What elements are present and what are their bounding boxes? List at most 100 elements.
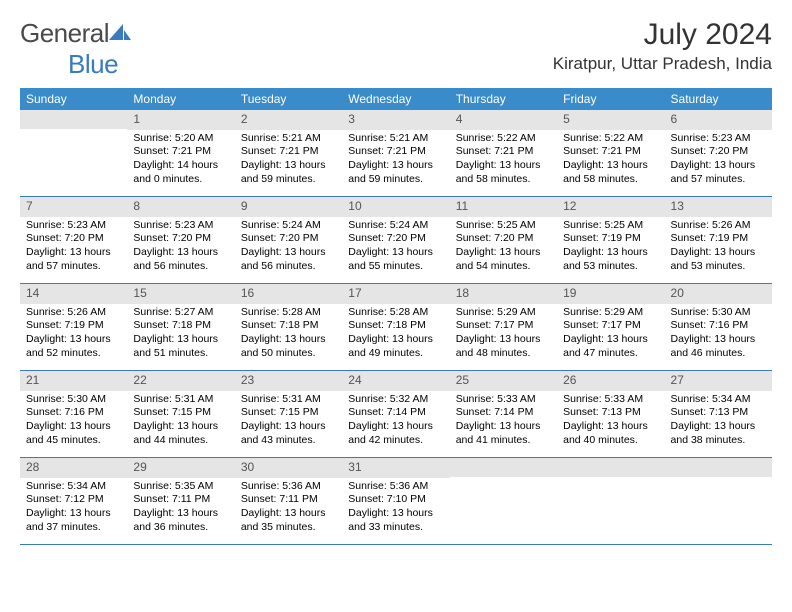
daylight-text: Daylight: 13 hours and 45 minutes. bbox=[26, 420, 121, 447]
week-row: 14Sunrise: 5:26 AMSunset: 7:19 PMDayligh… bbox=[20, 284, 772, 371]
sunrise-text: Sunrise: 5:28 AM bbox=[241, 306, 336, 320]
day-number: 13 bbox=[665, 197, 772, 217]
day-info: Sunrise: 5:21 AMSunset: 7:21 PMDaylight:… bbox=[342, 130, 449, 195]
day-cell: 13Sunrise: 5:26 AMSunset: 7:19 PMDayligh… bbox=[665, 197, 772, 283]
sunset-text: Sunset: 7:15 PM bbox=[133, 406, 228, 420]
day-cell: 27Sunrise: 5:34 AMSunset: 7:13 PMDayligh… bbox=[665, 371, 772, 457]
day-cell: 7Sunrise: 5:23 AMSunset: 7:20 PMDaylight… bbox=[20, 197, 127, 283]
day-info: Sunrise: 5:26 AMSunset: 7:19 PMDaylight:… bbox=[665, 217, 772, 282]
day-cell: 6Sunrise: 5:23 AMSunset: 7:20 PMDaylight… bbox=[665, 110, 772, 196]
sunset-text: Sunset: 7:12 PM bbox=[26, 493, 121, 507]
day-number: 21 bbox=[20, 371, 127, 391]
day-number: 12 bbox=[557, 197, 664, 217]
day-cell: 31Sunrise: 5:36 AMSunset: 7:10 PMDayligh… bbox=[342, 458, 449, 544]
sunrise-text: Sunrise: 5:21 AM bbox=[348, 132, 443, 146]
sunset-text: Sunset: 7:20 PM bbox=[133, 232, 228, 246]
day-cell: 1Sunrise: 5:20 AMSunset: 7:21 PMDaylight… bbox=[127, 110, 234, 196]
sunset-text: Sunset: 7:16 PM bbox=[671, 319, 766, 333]
day-info: Sunrise: 5:34 AMSunset: 7:13 PMDaylight:… bbox=[665, 391, 772, 456]
day-number: 31 bbox=[342, 458, 449, 478]
sunset-text: Sunset: 7:20 PM bbox=[26, 232, 121, 246]
day-cell: 8Sunrise: 5:23 AMSunset: 7:20 PMDaylight… bbox=[127, 197, 234, 283]
sunrise-text: Sunrise: 5:25 AM bbox=[456, 219, 551, 233]
day-info: Sunrise: 5:28 AMSunset: 7:18 PMDaylight:… bbox=[342, 304, 449, 369]
day-number: 22 bbox=[127, 371, 234, 391]
sunset-text: Sunset: 7:18 PM bbox=[133, 319, 228, 333]
day-info: Sunrise: 5:28 AMSunset: 7:18 PMDaylight:… bbox=[235, 304, 342, 369]
day-info: Sunrise: 5:32 AMSunset: 7:14 PMDaylight:… bbox=[342, 391, 449, 456]
day-cell: 4Sunrise: 5:22 AMSunset: 7:21 PMDaylight… bbox=[450, 110, 557, 196]
daylight-text: Daylight: 13 hours and 42 minutes. bbox=[348, 420, 443, 447]
sunset-text: Sunset: 7:21 PM bbox=[456, 145, 551, 159]
day-number: 14 bbox=[20, 284, 127, 304]
day-info: Sunrise: 5:27 AMSunset: 7:18 PMDaylight:… bbox=[127, 304, 234, 369]
day-cell: 19Sunrise: 5:29 AMSunset: 7:17 PMDayligh… bbox=[557, 284, 664, 370]
sunset-text: Sunset: 7:21 PM bbox=[241, 145, 336, 159]
week-row: 1Sunrise: 5:20 AMSunset: 7:21 PMDaylight… bbox=[20, 110, 772, 197]
logo-part2: Blue bbox=[68, 49, 118, 79]
daylight-text: Daylight: 13 hours and 36 minutes. bbox=[133, 507, 228, 534]
day-cell: 9Sunrise: 5:24 AMSunset: 7:20 PMDaylight… bbox=[235, 197, 342, 283]
day-number: 9 bbox=[235, 197, 342, 217]
sunrise-text: Sunrise: 5:36 AM bbox=[348, 480, 443, 494]
day-cell: 5Sunrise: 5:22 AMSunset: 7:21 PMDaylight… bbox=[557, 110, 664, 196]
sunset-text: Sunset: 7:14 PM bbox=[348, 406, 443, 420]
sunrise-text: Sunrise: 5:20 AM bbox=[133, 132, 228, 146]
day-number: 19 bbox=[557, 284, 664, 304]
day-info: Sunrise: 5:25 AMSunset: 7:20 PMDaylight:… bbox=[450, 217, 557, 282]
sunrise-text: Sunrise: 5:27 AM bbox=[133, 306, 228, 320]
day-cell bbox=[20, 110, 127, 196]
day-number: 4 bbox=[450, 110, 557, 130]
weekday-header: Thursday bbox=[450, 88, 557, 110]
sunrise-text: Sunrise: 5:32 AM bbox=[348, 393, 443, 407]
day-number: 17 bbox=[342, 284, 449, 304]
daylight-text: Daylight: 13 hours and 59 minutes. bbox=[348, 159, 443, 186]
day-info: Sunrise: 5:35 AMSunset: 7:11 PMDaylight:… bbox=[127, 478, 234, 543]
day-number: 29 bbox=[127, 458, 234, 478]
weekday-header: Saturday bbox=[665, 88, 772, 110]
sunrise-text: Sunrise: 5:36 AM bbox=[241, 480, 336, 494]
day-number: 1 bbox=[127, 110, 234, 130]
sunrise-text: Sunrise: 5:23 AM bbox=[671, 132, 766, 146]
day-number: 2 bbox=[235, 110, 342, 130]
day-cell: 15Sunrise: 5:27 AMSunset: 7:18 PMDayligh… bbox=[127, 284, 234, 370]
sunset-text: Sunset: 7:18 PM bbox=[348, 319, 443, 333]
day-cell: 10Sunrise: 5:24 AMSunset: 7:20 PMDayligh… bbox=[342, 197, 449, 283]
day-cell: 30Sunrise: 5:36 AMSunset: 7:11 PMDayligh… bbox=[235, 458, 342, 544]
daylight-text: Daylight: 13 hours and 58 minutes. bbox=[563, 159, 658, 186]
daylight-text: Daylight: 13 hours and 53 minutes. bbox=[563, 246, 658, 273]
daylight-text: Daylight: 13 hours and 54 minutes. bbox=[456, 246, 551, 273]
sunset-text: Sunset: 7:20 PM bbox=[671, 145, 766, 159]
day-info: Sunrise: 5:24 AMSunset: 7:20 PMDaylight:… bbox=[235, 217, 342, 282]
day-cell: 18Sunrise: 5:29 AMSunset: 7:17 PMDayligh… bbox=[450, 284, 557, 370]
daylight-text: Daylight: 13 hours and 51 minutes. bbox=[133, 333, 228, 360]
day-number: 8 bbox=[127, 197, 234, 217]
sunrise-text: Sunrise: 5:34 AM bbox=[671, 393, 766, 407]
daylight-text: Daylight: 13 hours and 38 minutes. bbox=[671, 420, 766, 447]
day-info: Sunrise: 5:34 AMSunset: 7:12 PMDaylight:… bbox=[20, 478, 127, 543]
daylight-text: Daylight: 13 hours and 58 minutes. bbox=[456, 159, 551, 186]
sunrise-text: Sunrise: 5:24 AM bbox=[348, 219, 443, 233]
day-number-empty bbox=[557, 458, 664, 477]
day-info: Sunrise: 5:23 AMSunset: 7:20 PMDaylight:… bbox=[20, 217, 127, 282]
day-cell bbox=[665, 458, 772, 544]
sunset-text: Sunset: 7:18 PM bbox=[241, 319, 336, 333]
day-info: Sunrise: 5:33 AMSunset: 7:14 PMDaylight:… bbox=[450, 391, 557, 456]
daylight-text: Daylight: 13 hours and 49 minutes. bbox=[348, 333, 443, 360]
sunset-text: Sunset: 7:11 PM bbox=[133, 493, 228, 507]
sunset-text: Sunset: 7:15 PM bbox=[241, 406, 336, 420]
header: GeneralBlue July 2024 Kiratpur, Uttar Pr… bbox=[20, 18, 772, 80]
daylight-text: Daylight: 13 hours and 48 minutes. bbox=[456, 333, 551, 360]
day-number: 10 bbox=[342, 197, 449, 217]
sunset-text: Sunset: 7:17 PM bbox=[563, 319, 658, 333]
day-cell: 24Sunrise: 5:32 AMSunset: 7:14 PMDayligh… bbox=[342, 371, 449, 457]
weekday-header: Monday bbox=[127, 88, 234, 110]
sunset-text: Sunset: 7:20 PM bbox=[456, 232, 551, 246]
weeks-container: 1Sunrise: 5:20 AMSunset: 7:21 PMDaylight… bbox=[20, 110, 772, 545]
day-cell: 17Sunrise: 5:28 AMSunset: 7:18 PMDayligh… bbox=[342, 284, 449, 370]
day-cell: 11Sunrise: 5:25 AMSunset: 7:20 PMDayligh… bbox=[450, 197, 557, 283]
day-number: 11 bbox=[450, 197, 557, 217]
sunrise-text: Sunrise: 5:26 AM bbox=[671, 219, 766, 233]
day-number: 24 bbox=[342, 371, 449, 391]
day-cell: 23Sunrise: 5:31 AMSunset: 7:15 PMDayligh… bbox=[235, 371, 342, 457]
